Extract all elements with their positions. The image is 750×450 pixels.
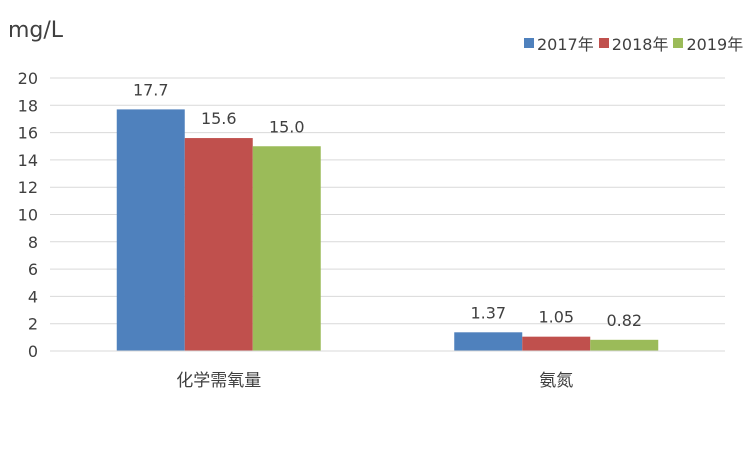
y-axis-unit-label: mg/L [8, 18, 64, 43]
bar-0-1 [184, 138, 253, 351]
data-label-0-2: 15.0 [269, 117, 305, 136]
y-tick-label-4: 4 [28, 287, 38, 306]
y-axis-ticks: 0 2 4 6 8 10 12 14 16 18 20 [18, 69, 38, 361]
data-label-0-0: 17.7 [133, 80, 169, 99]
y-tick-label-2: 2 [28, 315, 38, 334]
data-label-1-0: 1.37 [470, 303, 506, 322]
y-tick-label-10: 10 [18, 206, 38, 225]
legend-item-2018: 2018年 [598, 31, 669, 55]
y-tick-label-8: 8 [28, 233, 38, 252]
legend-item-2017: 2017年 [524, 31, 594, 55]
y-tick-label-20: 20 [18, 69, 38, 88]
y-tick-label-16: 16 [18, 124, 38, 143]
bar-1-1 [522, 336, 591, 351]
legend-item-2019: 2019年 [673, 31, 743, 55]
y-tick-label-14: 14 [18, 151, 38, 170]
x-category-label-1: 氨氮 [539, 371, 573, 391]
bars [116, 109, 659, 352]
bar-1-0 [454, 332, 523, 351]
bar-0-2 [252, 146, 321, 351]
x-category-label-0: 化学需氧量 [176, 371, 261, 391]
legend-label-2018: 2018年 [611, 35, 669, 54]
data-labels: 17.7 15.6 15.0 1.37 1.05 0.82 [133, 80, 642, 329]
legend-label-2017: 2017年 [537, 35, 594, 54]
legend: 2017年 2018年 2019年 [524, 31, 748, 55]
y-tick-label-18: 18 [18, 96, 38, 115]
legend-label-2019: 2019年 [686, 35, 744, 54]
legend-swatch-2019 [673, 38, 684, 48]
y-tick-label-6: 6 [28, 260, 38, 279]
bar-1-2 [590, 339, 659, 351]
data-label-0-1: 15.6 [201, 109, 237, 128]
data-label-1-1: 1.05 [538, 308, 574, 327]
legend-swatch-2017 [524, 38, 534, 48]
legend-swatch-2018 [598, 38, 609, 48]
data-label-1-2: 0.82 [606, 311, 642, 330]
bar-0-0 [116, 109, 185, 352]
x-axis-labels: 化学需氧量 氨氮 [176, 371, 573, 391]
y-tick-label-12: 12 [18, 178, 38, 197]
y-tick-label-0: 0 [28, 342, 38, 361]
